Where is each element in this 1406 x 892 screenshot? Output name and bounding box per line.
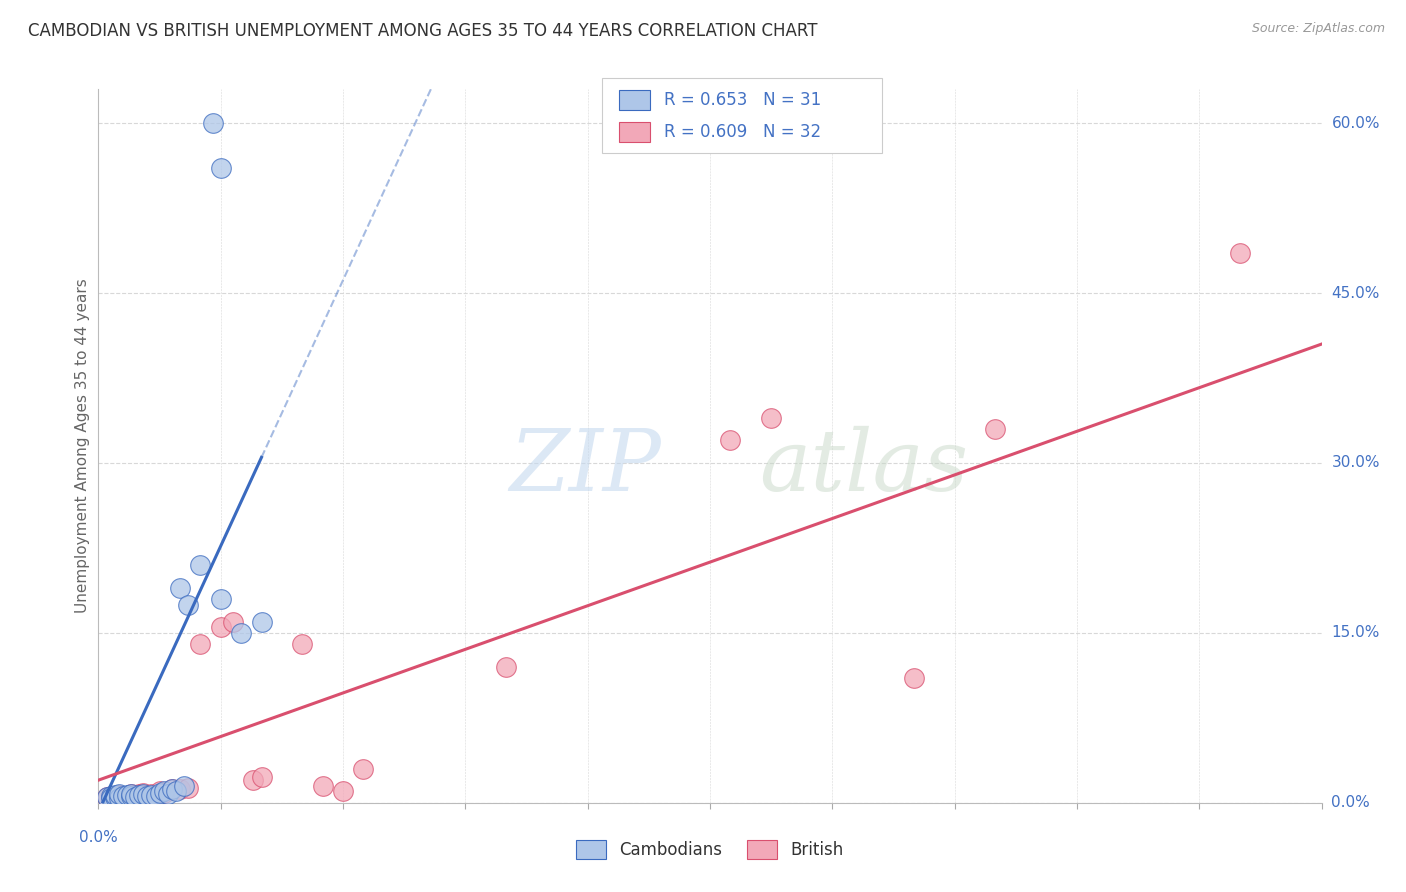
- Point: [108, 787, 131, 801]
- Point: [209, 620, 232, 634]
- Point: [120, 787, 142, 801]
- Point: [149, 784, 172, 798]
- Text: 60.0%: 60.0%: [1331, 116, 1379, 131]
- Text: 30.0%: 30.0%: [1331, 456, 1379, 470]
- Point: [120, 787, 142, 801]
- Text: R = 0.609   N = 32: R = 0.609 N = 32: [664, 123, 821, 141]
- Point: [201, 116, 224, 130]
- Text: 45.0%: 45.0%: [1331, 285, 1379, 301]
- Point: [903, 671, 925, 685]
- Text: R = 0.653   N = 31: R = 0.653 N = 31: [664, 91, 821, 109]
- Point: [149, 786, 172, 800]
- Point: [165, 784, 187, 798]
- Point: [115, 790, 138, 805]
- Point: [177, 780, 200, 795]
- Legend: Cambodians, British: Cambodians, British: [569, 833, 851, 866]
- Point: [100, 791, 122, 805]
- Point: [152, 786, 174, 800]
- Point: [156, 787, 179, 801]
- Point: [128, 788, 150, 802]
- Point: [242, 773, 264, 788]
- Point: [495, 660, 517, 674]
- Point: [152, 784, 174, 798]
- Point: [100, 789, 122, 803]
- Point: [250, 615, 273, 629]
- Point: [332, 784, 354, 798]
- Point: [352, 762, 374, 776]
- Point: [108, 788, 131, 802]
- Point: [250, 770, 273, 784]
- Point: [128, 787, 150, 801]
- Point: [104, 790, 127, 805]
- Point: [984, 422, 1007, 436]
- Text: CAMBODIAN VS BRITISH UNEMPLOYMENT AMONG AGES 35 TO 44 YEARS CORRELATION CHART: CAMBODIAN VS BRITISH UNEMPLOYMENT AMONG …: [28, 22, 818, 40]
- Point: [312, 779, 335, 793]
- Point: [145, 789, 167, 803]
- Point: [718, 434, 742, 448]
- Point: [141, 787, 163, 801]
- Text: 0.0%: 0.0%: [79, 830, 118, 845]
- Point: [160, 782, 183, 797]
- Point: [222, 615, 245, 629]
- Text: atlas: atlas: [759, 426, 969, 508]
- Point: [141, 788, 163, 802]
- Text: 15.0%: 15.0%: [1331, 625, 1379, 640]
- Point: [209, 591, 232, 606]
- Point: [1229, 246, 1251, 260]
- Point: [132, 787, 155, 801]
- Point: [120, 789, 142, 803]
- Point: [124, 788, 146, 802]
- Point: [111, 789, 134, 803]
- Point: [115, 788, 138, 802]
- Point: [761, 410, 783, 425]
- Point: [169, 782, 191, 797]
- Point: [188, 637, 212, 651]
- Y-axis label: Unemployment Among Ages 35 to 44 years: Unemployment Among Ages 35 to 44 years: [75, 278, 90, 614]
- Point: [188, 558, 212, 572]
- Point: [124, 790, 146, 805]
- Point: [173, 779, 195, 793]
- Point: [136, 789, 159, 803]
- Point: [231, 626, 253, 640]
- Point: [108, 791, 131, 805]
- Point: [291, 637, 314, 651]
- Point: [132, 786, 155, 800]
- Point: [177, 598, 200, 612]
- Point: [104, 790, 127, 805]
- Point: [169, 581, 191, 595]
- Text: ZIP: ZIP: [509, 426, 661, 508]
- Text: Source: ZipAtlas.com: Source: ZipAtlas.com: [1251, 22, 1385, 36]
- Text: 0.0%: 0.0%: [1331, 796, 1371, 810]
- Point: [136, 788, 159, 802]
- Point: [96, 790, 118, 805]
- Point: [160, 782, 183, 797]
- Point: [104, 788, 127, 802]
- Point: [100, 789, 122, 803]
- Point: [96, 790, 118, 805]
- Point: [209, 161, 232, 176]
- Point: [111, 789, 134, 803]
